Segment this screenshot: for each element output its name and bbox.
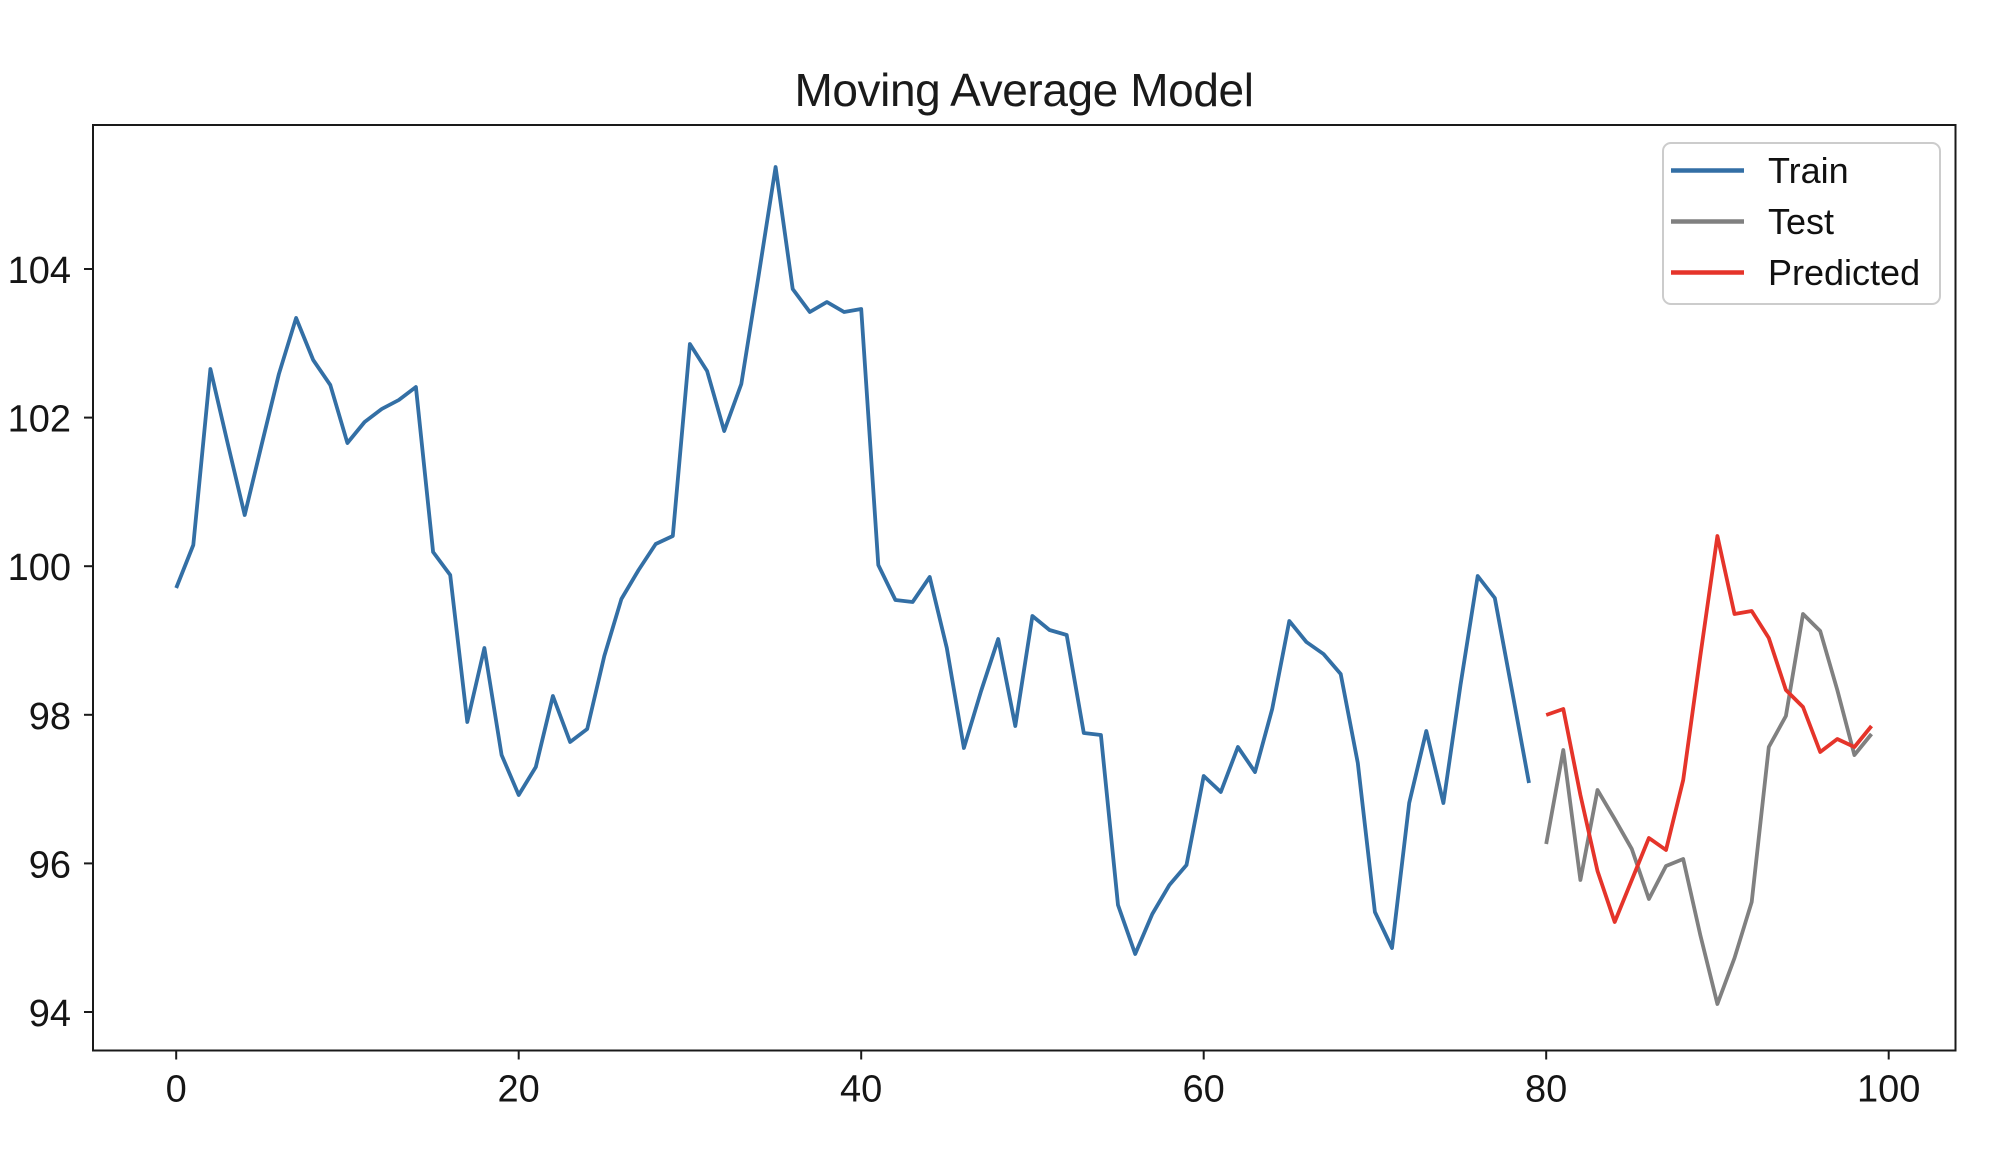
svg-text:0: 0 [166, 1069, 187, 1111]
svg-text:94: 94 [29, 993, 71, 1035]
svg-text:40: 40 [840, 1069, 882, 1111]
svg-text:98: 98 [29, 696, 71, 738]
svg-text:102: 102 [8, 399, 71, 441]
svg-text:Moving Average Model: Moving Average Model [794, 64, 1253, 116]
svg-text:96: 96 [29, 844, 71, 886]
svg-text:Test: Test [1768, 201, 1834, 242]
svg-text:104: 104 [8, 250, 71, 292]
svg-text:60: 60 [1183, 1069, 1225, 1111]
svg-text:100: 100 [8, 547, 71, 589]
svg-text:100: 100 [1857, 1069, 1920, 1111]
svg-text:80: 80 [1525, 1069, 1567, 1111]
svg-text:Train: Train [1768, 150, 1849, 191]
svg-text:20: 20 [498, 1069, 540, 1111]
svg-text:Predicted: Predicted [1768, 252, 1920, 293]
